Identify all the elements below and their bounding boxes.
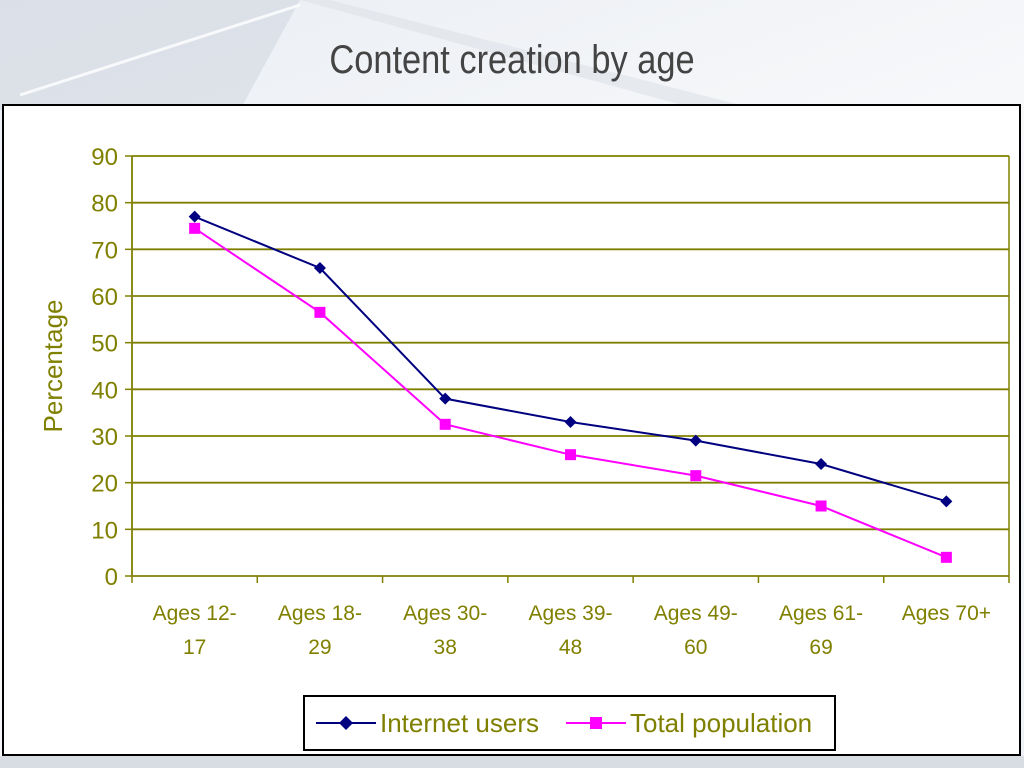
data-point-square (940, 551, 952, 563)
legend-label: Internet users (380, 708, 539, 738)
y-axis-label: Percentage (38, 300, 68, 433)
x-tick-label: Ages 39- (528, 602, 612, 625)
x-tick-label: 38 (434, 636, 457, 659)
data-point-diamond (313, 262, 326, 274)
data-point-diamond (564, 416, 577, 428)
x-tick-label: Ages 70+ (902, 602, 991, 625)
data-point-square (815, 500, 827, 512)
x-tick-label: 69 (809, 636, 832, 659)
x-tick-label: Ages 49- (654, 602, 738, 625)
data-point-square (565, 449, 576, 461)
y-tick-label: 30 (91, 424, 118, 451)
y-tick-label: 10 (91, 517, 118, 544)
slide-title: Content creation by age (329, 38, 695, 82)
legend-marker-diamond (339, 716, 353, 730)
x-tick-label: 48 (559, 636, 582, 659)
line-chart: 0 10 20 30 40 50 60 70 80 90 Ages 12- 17 Ages 18- 29 A… (38, 144, 1010, 751)
x-tick-label: 29 (308, 636, 331, 659)
x-tick-label: Ages 61- (779, 602, 863, 625)
y-tick-label: 0 (105, 564, 118, 591)
y-tick-label: 60 (91, 284, 118, 311)
y-tick-label: 50 (91, 331, 118, 358)
data-point-diamond (940, 495, 953, 508)
footer-strip (0, 756, 1024, 768)
x-tick-label: Ages 18- (278, 602, 362, 625)
data-point-square (690, 470, 702, 482)
background-decoration (0, 0, 760, 110)
data-point-diamond (689, 434, 702, 447)
legend-label: Total population (630, 708, 812, 738)
chart-area: 0 10 20 30 40 50 60 70 80 90 Ages 12- 17 Ages 18- 29 A… (2, 104, 1021, 756)
y-tick-label: 20 (91, 471, 118, 498)
y-tick-label: 80 (91, 191, 118, 218)
legend-marker-square (590, 717, 602, 729)
x-tick-label: Ages 12- (153, 602, 237, 625)
data-point-square (189, 222, 201, 234)
y-tick-label: 70 (91, 237, 118, 264)
data-point-diamond (815, 458, 828, 470)
x-tick-label: 17 (183, 636, 206, 659)
data-point-square (314, 306, 326, 318)
data-point-diamond (188, 210, 201, 223)
data-point-square (439, 418, 451, 430)
x-tick-label: 60 (684, 636, 707, 659)
data-point-diamond (439, 392, 452, 405)
x-tick-label: Ages 30- (403, 602, 487, 625)
y-tick-label: 40 (91, 377, 118, 404)
y-tick-label: 90 (91, 144, 118, 171)
series-line (194, 227, 947, 559)
